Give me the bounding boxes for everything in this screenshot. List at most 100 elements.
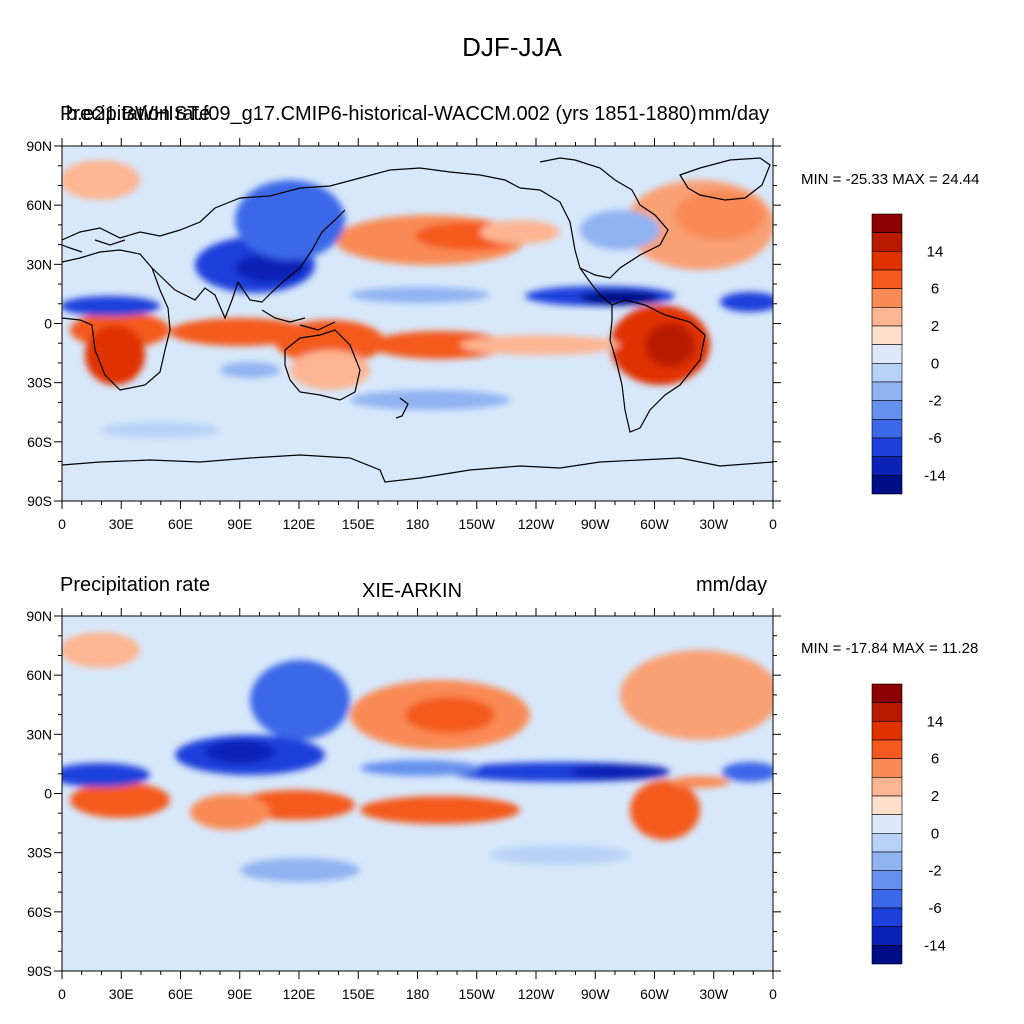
panel2-colorbar-label: 0 (931, 825, 939, 842)
panel1-colorbar-label: 6 (931, 281, 939, 298)
panel1-colorbar-swatch (871, 288, 903, 308)
panel1-colorbar-swatch (871, 456, 903, 476)
panel1-colorbar-swatch (871, 363, 903, 383)
panel2-lat-label: 60N (26, 667, 52, 683)
panel2-colorbar-swatch (871, 721, 903, 741)
panel2-colorbar-label: -2 (928, 863, 941, 880)
panel1-colorbar-label: 14 (927, 243, 944, 260)
panel1-lat-label: 30N (26, 256, 52, 272)
panel2-lon-label: 150W (458, 986, 495, 1002)
panel2-colorbar-label: 2 (931, 788, 939, 805)
panel2-right-title: mm/day (696, 574, 768, 596)
panel2-colorbar-swatch (871, 814, 903, 834)
panel1-lat-label: 90N (26, 138, 52, 154)
panel1-map (61, 145, 774, 502)
panel1-colorbar-label: 0 (931, 355, 939, 372)
panel1-colorbar-swatch (871, 213, 903, 233)
panel2-colorbar-swatch (871, 833, 903, 853)
panel1-lon-label: 60W (640, 516, 670, 532)
panel2-lon-label: 120E (283, 986, 316, 1002)
panel1-colorbar-swatch (871, 475, 903, 495)
panel2-min-max: MIN = -17.84 MAX = 11.28 (801, 640, 979, 657)
axis-labels: 90N 60N 30N 0 30S 60S 90S 0 30E 60E 90E 120E 150E 180… (26, 138, 777, 1002)
panel2-left-title: Precipitation rate (60, 574, 211, 596)
panel2-lon-label: 0 (769, 986, 777, 1002)
panel1-left-title: Precipitation rate (60, 103, 211, 125)
panel2-precip-field (62, 632, 773, 882)
panel2-colorbar-swatch (871, 926, 903, 946)
panel2-colorbar-swatch (871, 777, 903, 797)
panel1-center-title: b.e21.BWHIST.f09_g17.CMIP6-historical-WA… (66, 103, 697, 125)
panel2-lat-label: 90N (26, 608, 52, 624)
axis-ticks (54, 138, 781, 979)
panel1-colorbar-swatch (871, 307, 903, 327)
panel2-lat-label: 30S (27, 845, 52, 861)
panel2-lon-label: 60W (640, 986, 670, 1002)
panel1-colorbar-swatch (871, 381, 903, 401)
panel2-colorbar-swatch (871, 795, 903, 815)
panel2-center-title: XIE-ARKIN (362, 580, 463, 602)
panel2-colorbar-swatch (871, 739, 903, 759)
panel1-right-title: mm/day (698, 103, 770, 125)
panel1-colorbar-label: -2 (928, 393, 941, 410)
panel2-lon-label: 30W (699, 986, 729, 1002)
panel1-colorbar-label: -14 (924, 467, 946, 484)
panel1-lon-label: 0 (58, 516, 66, 532)
panel2-colorbar-swatch (871, 702, 903, 722)
panel1-min-max: MIN = -25.33 MAX = 24.44 (801, 171, 980, 188)
panel2-colorbar-swatch (871, 683, 903, 703)
panel2-map (61, 615, 774, 972)
panel1-lon-label: 120W (518, 516, 555, 532)
panel1-lon-label: 90E (227, 516, 252, 532)
panel2-lon-label: 120W (518, 986, 555, 1002)
panel1-lon-label: 120E (283, 516, 316, 532)
panel2-colorbar-label: 6 (931, 751, 939, 768)
panel1-lat-label: 0 (44, 316, 52, 332)
panel1-precip-field (62, 160, 773, 438)
panel1-lon-label: 30E (109, 516, 134, 532)
figure-title: DJF-JJA (462, 32, 562, 62)
panel2-lon-label: 90E (227, 986, 252, 1002)
panel1-colorbar-swatch (871, 251, 903, 271)
panel2-colorbar-label: 14 (927, 713, 944, 730)
panel2-lon-label: 0 (58, 986, 66, 1002)
panel2-colorbar-swatch (871, 758, 903, 778)
panel1-lat-label: 30S (27, 375, 52, 391)
panel2-lon-label: 30E (109, 986, 134, 1002)
panel1-lon-label: 180 (406, 516, 430, 532)
panel1-colorbar-swatch (871, 437, 903, 457)
panel2-lon-label: 60E (168, 986, 193, 1002)
panel1-lat-label: 60S (27, 434, 52, 450)
panel1-lon-label: 150E (342, 516, 375, 532)
colorbars: 14 6 2 0 -2 -6 -14 14 6 2 0 -2 -6 -14 (871, 213, 946, 965)
panel1-colorbar-swatch (871, 325, 903, 345)
panel1-lon-label: 0 (769, 516, 777, 532)
panel2-lon-label: 150E (342, 986, 375, 1002)
panel2-lat-label: 0 (44, 786, 52, 802)
panel1-lon-label: 30W (699, 516, 729, 532)
panel2-lon-label: 180 (406, 986, 430, 1002)
panel2-colorbar-swatch (871, 889, 903, 909)
panel1-lat-label: 60N (26, 197, 52, 213)
panel1-colorbar-swatch (871, 344, 903, 364)
panel1-colorbar-label: 2 (931, 318, 939, 335)
panel2-colorbar-swatch (871, 907, 903, 927)
panel2-colorbar-label: -14 (924, 937, 946, 954)
panel2-colorbar-swatch (871, 945, 903, 965)
panel1-colorbar-swatch (871, 232, 903, 252)
panel1-colorbar-swatch (871, 400, 903, 420)
panel2-lon-label: 90W (581, 986, 611, 1002)
panel2-lat-label: 30N (26, 726, 52, 742)
panel1-colorbar-label: -6 (928, 430, 941, 447)
panel1-colorbar-swatch (871, 269, 903, 289)
panel2-lat-label: 90S (27, 963, 52, 979)
panel2-colorbar-label: -6 (928, 900, 941, 917)
panel1-lon-label: 60E (168, 516, 193, 532)
panel1-lon-label: 150W (458, 516, 495, 532)
panel2-colorbar-swatch (871, 870, 903, 890)
panel2-lat-label: 60S (27, 904, 52, 920)
panel1-lon-label: 90W (581, 516, 611, 532)
panel1-lat-label: 90S (27, 493, 52, 509)
panel2-colorbar-swatch (871, 851, 903, 871)
